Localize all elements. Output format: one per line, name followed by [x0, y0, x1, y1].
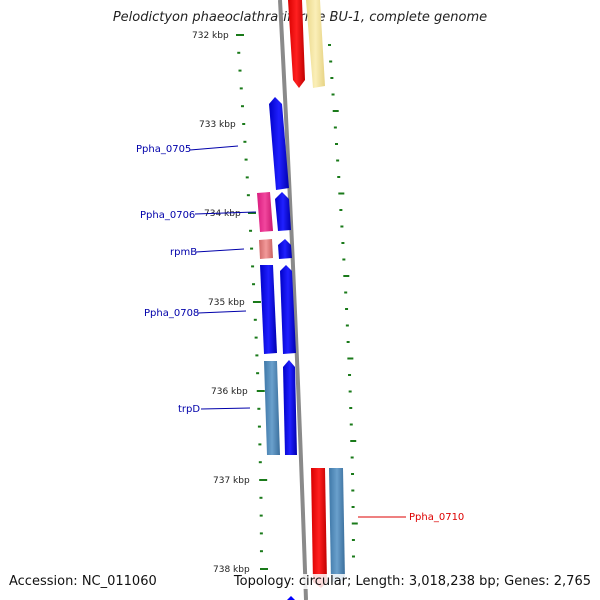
leader-ppha-0706 — [194, 211, 257, 215]
leader-trpd — [200, 407, 251, 410]
gene-ppha-0708[interactable] — [260, 265, 277, 354]
gene-features — [257, 0, 345, 600]
leader-ppha-0705 — [189, 145, 239, 151]
gene-label-rpmb[interactable]: rpmB — [170, 247, 197, 258]
genome-summary-text: Topology: circular; Length: 3,018,238 bp… — [233, 574, 591, 589]
tick-label-737: 737 kbp — [213, 476, 250, 486]
gene-bottom-partial[interactable] — [287, 596, 295, 600]
gene-leader-lines — [189, 145, 406, 518]
gene-label-trpd[interactable]: trpD — [178, 404, 200, 415]
gene-ppha-0705[interactable] — [269, 97, 289, 190]
gene-red-top[interactable] — [288, 0, 305, 88]
tick-label-736: 736 kbp — [211, 387, 248, 397]
accession-text: Accession: NC_011060 — [9, 574, 157, 589]
leader-rpmb — [195, 248, 245, 253]
gene-ppha-0710[interactable] — [311, 468, 327, 588]
gc-dashes — [328, 44, 358, 558]
gene-pale-top[interactable] — [306, 0, 325, 88]
gene-ppha-0710-b[interactable] — [329, 468, 345, 582]
tick-label-733: 733 kbp — [199, 120, 236, 130]
gene-label-ppha-0708[interactable]: Ppha_0708 — [144, 308, 199, 319]
gene-ppha-0706[interactable] — [257, 192, 273, 232]
leader-ppha-0708 — [197, 310, 247, 314]
genome-backbone — [278, 0, 308, 600]
gene-label-ppha-0710[interactable]: Ppha_0710 — [409, 512, 464, 523]
tick-label-735: 735 kbp — [208, 298, 245, 308]
gene-ppha-0706-b[interactable] — [275, 192, 291, 231]
gene-trpd[interactable] — [264, 361, 280, 455]
gene-labels: Ppha_0705 Ppha_0706 rpmB Ppha_0708 trpD … — [136, 144, 464, 523]
ruler-labels: 732 kbp 733 kbp 734 kbp 735 kbp 736 kbp … — [192, 31, 250, 575]
tick-label-734: 734 kbp — [204, 209, 241, 219]
gene-label-ppha-0706[interactable]: Ppha_0706 — [140, 210, 195, 221]
gene-label-ppha-0705[interactable]: Ppha_0705 — [136, 144, 191, 155]
tick-label-738: 738 kbp — [213, 565, 250, 575]
ruler-dashes — [236, 34, 268, 570]
tick-label-732: 732 kbp — [192, 31, 229, 41]
gene-rpmb-b[interactable] — [278, 239, 292, 259]
gene-trpd-b[interactable] — [283, 360, 297, 455]
gene-ppha-0708-b[interactable] — [280, 265, 296, 354]
gene-rpmb[interactable] — [259, 239, 273, 259]
